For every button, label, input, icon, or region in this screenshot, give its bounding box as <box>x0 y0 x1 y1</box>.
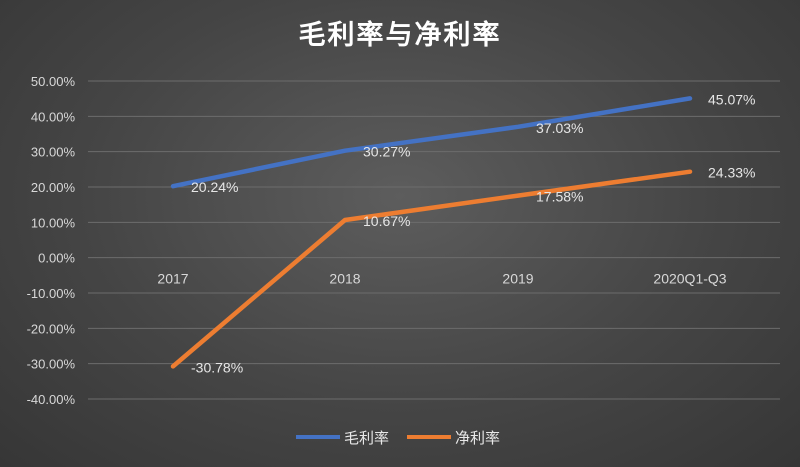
y-tick-label: 10.00% <box>31 215 76 230</box>
x-tick-label: 2019 <box>502 271 533 287</box>
data-label: -30.78% <box>191 359 243 375</box>
data-label: 20.24% <box>191 179 238 195</box>
legend-label-gross-margin: 毛利率 <box>344 429 389 447</box>
x-tick-label: 2020Q1-Q3 <box>653 271 726 287</box>
y-tick-label: -10.00% <box>27 286 76 301</box>
data-label: 30.27% <box>363 144 410 160</box>
legend-label-net-margin: 净利率 <box>455 429 500 447</box>
data-label: 45.07% <box>708 91 755 107</box>
y-tick-label: 40.00% <box>31 109 76 124</box>
chart-title: 毛利率与净利率 <box>299 19 502 51</box>
y-tick-label: -40.00% <box>27 392 76 407</box>
data-label: 37.03% <box>536 120 583 136</box>
y-tick-label: -30.00% <box>27 357 76 372</box>
data-label: 10.67% <box>363 213 410 229</box>
x-tick-label: 2017 <box>157 271 188 287</box>
data-label: 17.58% <box>536 189 583 205</box>
y-tick-label: 50.00% <box>31 74 76 89</box>
gridlines <box>88 80 780 400</box>
data-labels: 20.24% 30.27% 37.03% 45.07% -30.78% 10.67% 17.… <box>191 91 755 375</box>
data-label: 24.33% <box>708 165 755 181</box>
series-lines <box>170 96 693 369</box>
series-line-net-margin <box>170 169 693 369</box>
x-axis-tick-labels: 2017 2018 2019 2020Q1-Q3 <box>157 271 726 287</box>
y-axis-tick-labels: 50.00% 40.00% 30.00% 20.00% 10.00% 0.00% -10.0… <box>27 74 76 407</box>
y-tick-label: -20.00% <box>27 321 76 336</box>
legend: 毛利率 净利率 <box>296 429 500 447</box>
y-tick-label: 0.00% <box>38 251 75 266</box>
y-tick-label: 20.00% <box>31 180 76 195</box>
x-tick-label: 2018 <box>329 271 360 287</box>
series-line-gross-margin <box>170 96 693 189</box>
y-tick-label: 30.00% <box>31 145 76 160</box>
